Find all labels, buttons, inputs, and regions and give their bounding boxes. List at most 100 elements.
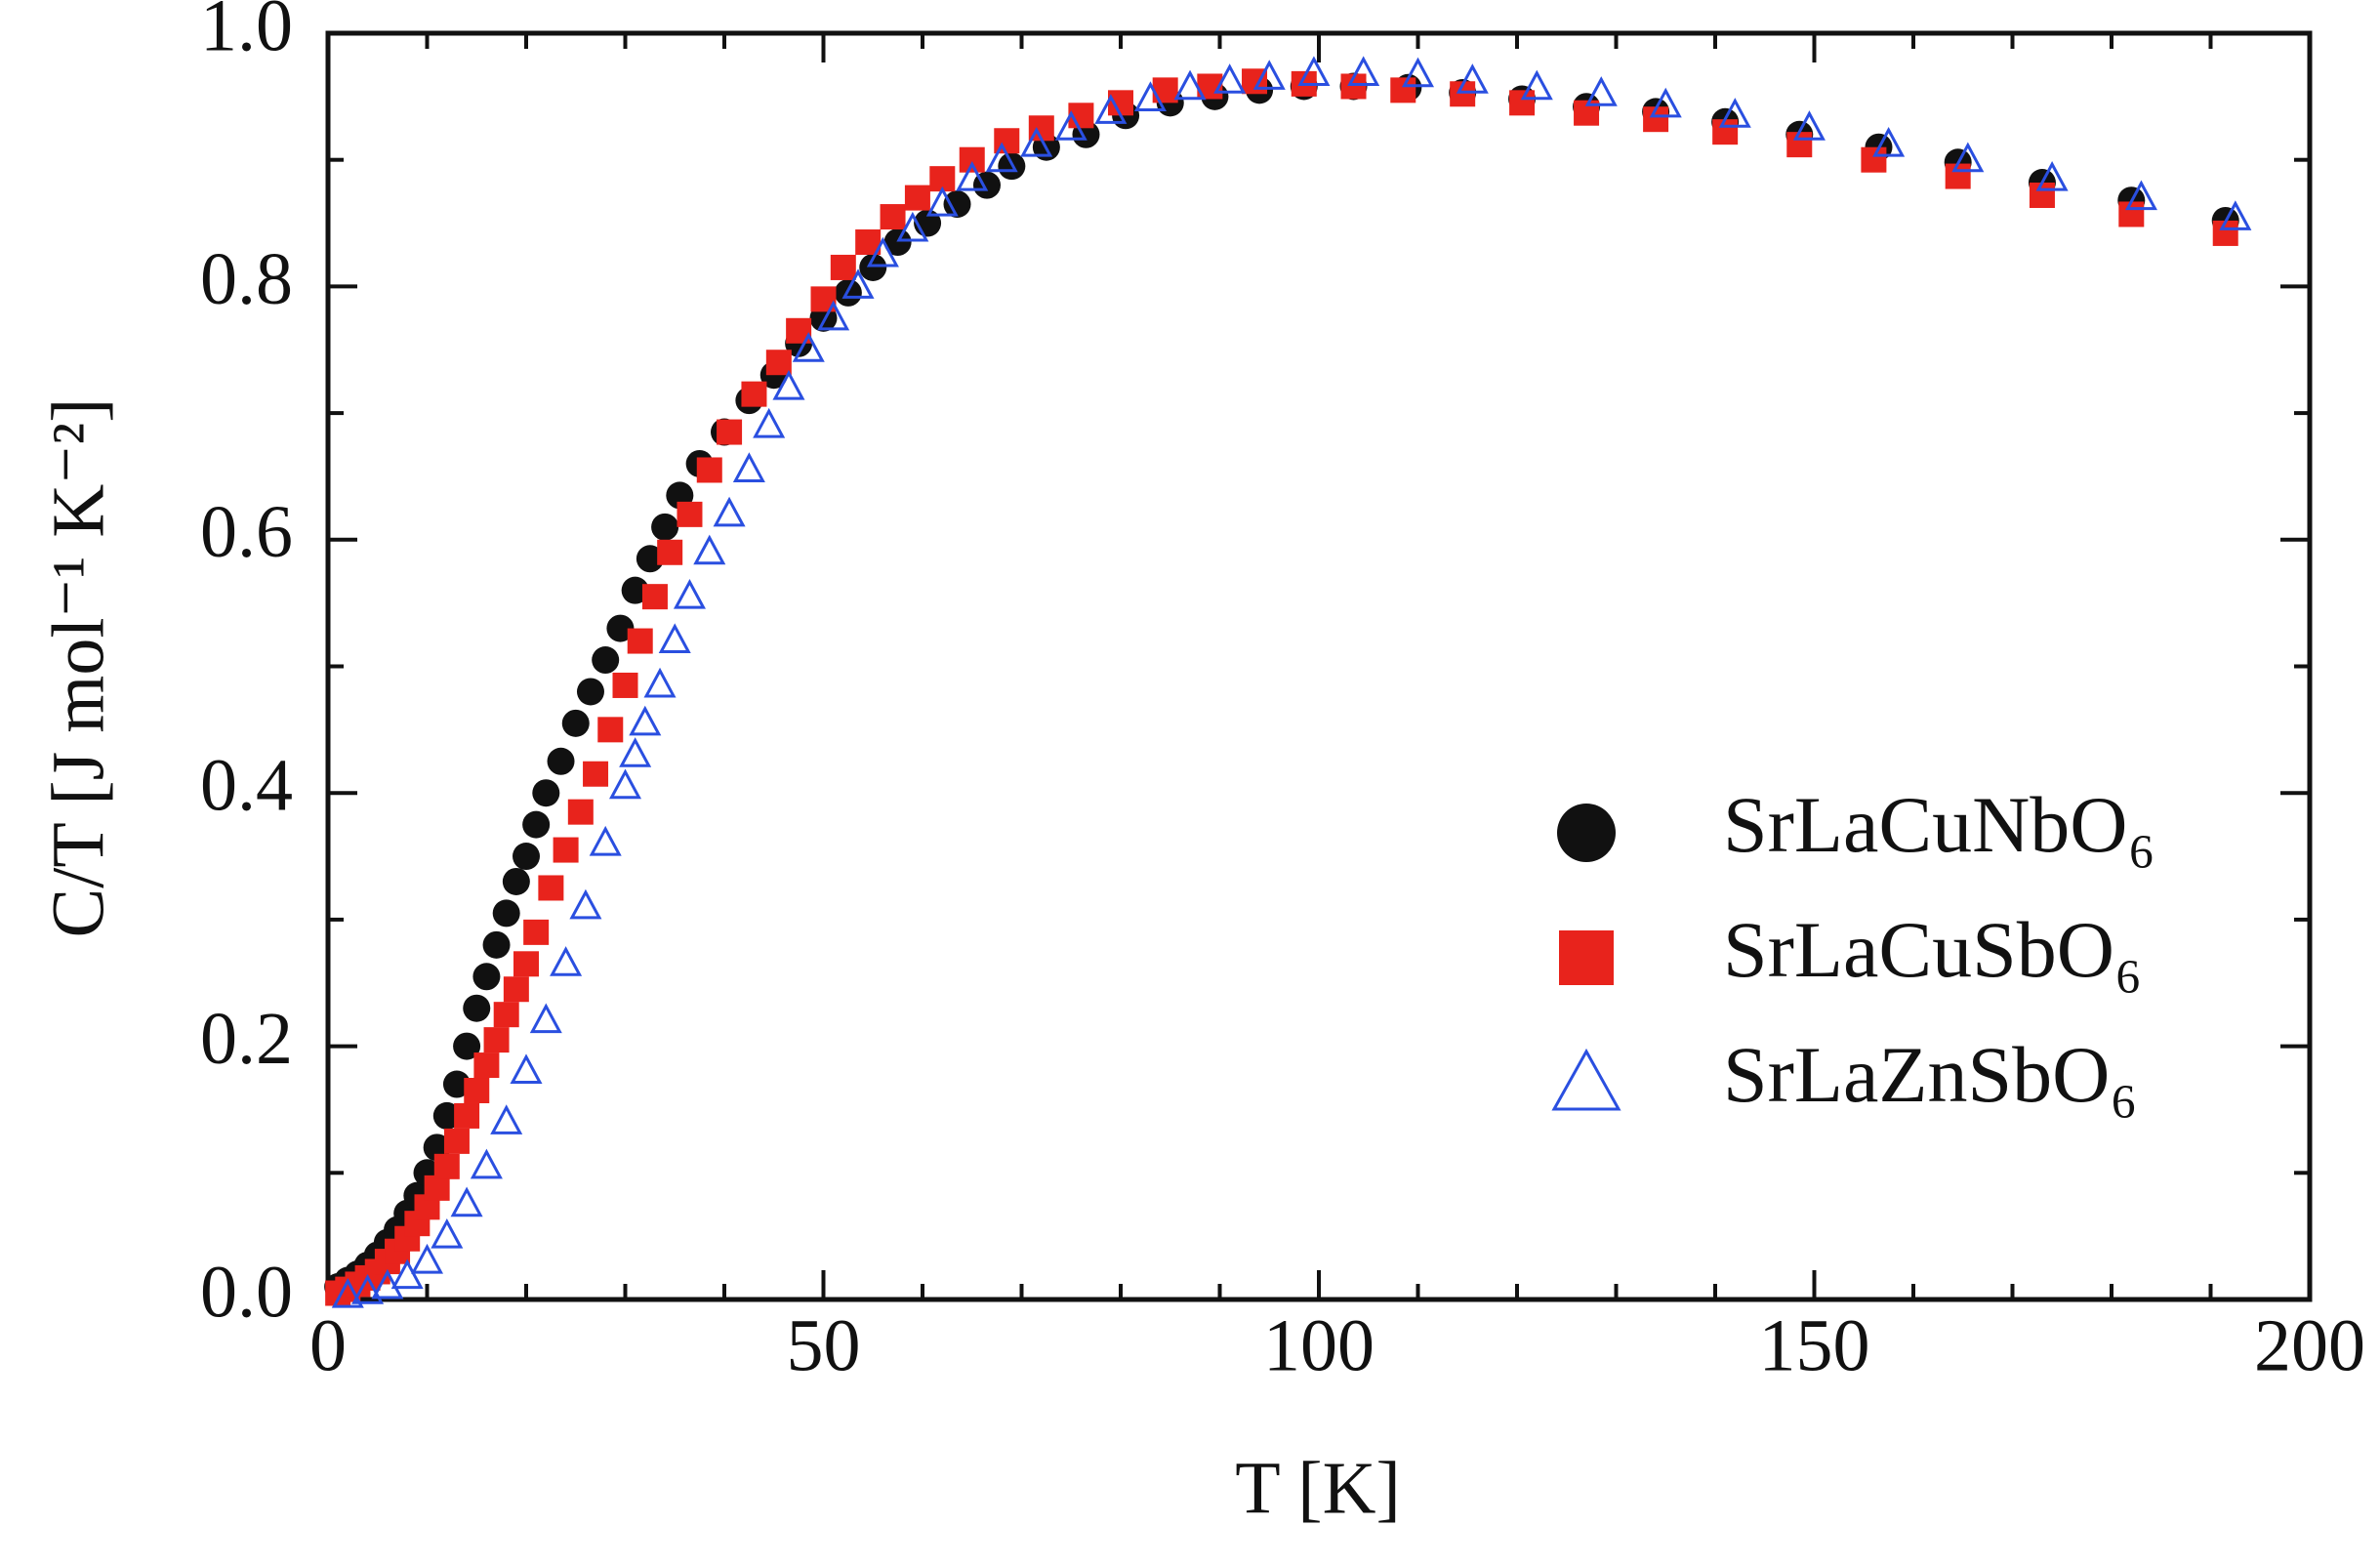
- point: [410, 1243, 444, 1274]
- point: [1213, 63, 1247, 94]
- point: [753, 407, 786, 438]
- point: [717, 419, 743, 445]
- point: [627, 628, 653, 654]
- point: [1252, 60, 1286, 90]
- y-tick-label: 1.0: [200, 0, 293, 66]
- point: [529, 1003, 562, 1034]
- point: [433, 1153, 460, 1179]
- point: [450, 1186, 483, 1217]
- point: [896, 211, 929, 242]
- point: [2029, 183, 2055, 209]
- point: [629, 705, 662, 736]
- point: [1861, 146, 1887, 173]
- point: [830, 254, 856, 280]
- y-tick-label: 0.8: [200, 238, 293, 320]
- point: [553, 837, 579, 863]
- point: [925, 186, 959, 217]
- point: [641, 584, 668, 610]
- point: [817, 300, 850, 331]
- point: [522, 810, 551, 839]
- point: [904, 185, 930, 211]
- point: [1649, 87, 1682, 118]
- point: [453, 1032, 481, 1060]
- y-axis-label: C/T [J mol⁻¹ K⁻²]: [37, 398, 119, 938]
- point: [523, 919, 550, 945]
- point: [561, 709, 590, 737]
- point: [693, 534, 726, 565]
- x-tick-label: 100: [1263, 1304, 1375, 1386]
- legend-marker: [1551, 1048, 1621, 1111]
- point: [2118, 201, 2145, 227]
- point: [1020, 126, 1053, 157]
- point: [424, 1175, 450, 1201]
- point: [859, 253, 887, 281]
- point: [589, 825, 622, 856]
- point: [1786, 132, 1813, 158]
- point: [619, 737, 652, 767]
- point: [943, 190, 971, 219]
- point: [502, 867, 530, 895]
- x-tick-label: 0: [309, 1304, 347, 1386]
- point: [2035, 160, 2069, 191]
- point: [510, 1053, 543, 1085]
- legend-marker: [1559, 930, 1614, 985]
- point: [985, 142, 1018, 173]
- point: [959, 146, 985, 173]
- point: [567, 799, 594, 825]
- point: [713, 496, 746, 527]
- point: [1945, 163, 1971, 189]
- point: [547, 747, 575, 775]
- y-tick-label: 0.0: [200, 1251, 293, 1333]
- point: [583, 761, 609, 787]
- point: [513, 843, 540, 871]
- point: [1173, 69, 1207, 101]
- point: [1712, 119, 1739, 145]
- point: [1133, 81, 1167, 111]
- point: [658, 623, 691, 654]
- point: [880, 204, 906, 230]
- point: [538, 875, 564, 901]
- y-tick-label: 0.6: [200, 491, 293, 573]
- point: [550, 946, 583, 976]
- legend-label: SrLaCuSbO₆: [1723, 905, 2143, 994]
- point: [470, 1148, 503, 1179]
- point: [636, 545, 664, 573]
- point: [576, 678, 604, 706]
- point: [765, 350, 792, 376]
- point: [643, 667, 677, 698]
- plot-frame: [325, 30, 2313, 1302]
- x-axis-label: T [K]: [1235, 1447, 1401, 1529]
- point: [612, 672, 638, 698]
- point: [1390, 77, 1416, 103]
- point: [608, 768, 642, 800]
- point: [597, 717, 624, 743]
- point: [1718, 98, 1751, 128]
- point: [472, 963, 501, 991]
- point: [532, 779, 560, 807]
- point: [473, 1052, 500, 1079]
- point: [464, 1077, 490, 1103]
- point: [651, 513, 679, 541]
- point: [1792, 110, 1826, 141]
- point: [792, 332, 825, 362]
- point: [732, 452, 765, 482]
- point: [621, 576, 649, 604]
- point: [592, 646, 620, 675]
- point: [772, 369, 805, 400]
- x-tick-label: 50: [787, 1304, 861, 1386]
- point: [677, 501, 703, 527]
- legend-label: SrLaZnSbO₆: [1723, 1030, 2138, 1119]
- point: [1108, 90, 1133, 116]
- point: [883, 228, 912, 257]
- point: [673, 579, 706, 609]
- y-tick-label: 0.2: [200, 998, 293, 1080]
- point: [1584, 76, 1618, 106]
- point: [657, 539, 683, 565]
- point: [454, 1102, 480, 1129]
- point: [1509, 90, 1536, 116]
- point: [2219, 200, 2252, 230]
- point: [1951, 142, 1985, 173]
- point: [1094, 94, 1128, 124]
- point: [1456, 63, 1489, 94]
